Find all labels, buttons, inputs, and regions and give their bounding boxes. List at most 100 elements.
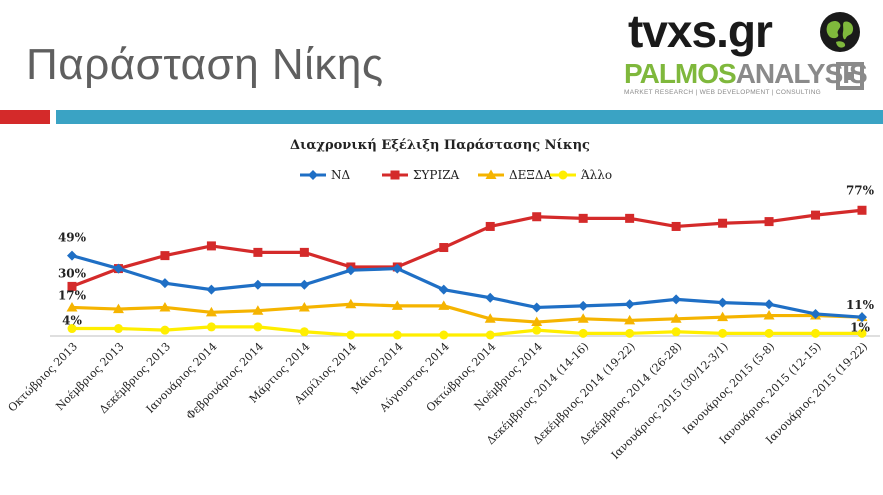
- legend-marker: [558, 170, 568, 180]
- data-label: 49%: [58, 231, 87, 245]
- title-accent-bar-blue: [56, 110, 883, 124]
- palmos-logo-icon: [836, 62, 864, 90]
- series-line: [71, 254, 863, 319]
- data-point: [438, 284, 449, 295]
- data-point: [857, 328, 867, 338]
- data-point: [578, 328, 588, 338]
- data-point: [298, 301, 310, 312]
- data-point: [345, 298, 357, 309]
- series-line: [71, 208, 863, 288]
- data-point: [625, 213, 635, 223]
- legend-item: ΣΥΡΙΖΑ: [382, 168, 460, 182]
- data-point: [160, 251, 170, 261]
- legend-marker: [485, 169, 497, 179]
- data-point: [810, 308, 821, 319]
- data-point: [531, 316, 543, 327]
- title-accent-bar-red: [0, 110, 50, 124]
- data-point: [253, 247, 263, 257]
- data-point: [112, 303, 124, 314]
- data-point: [485, 221, 495, 231]
- legend-marker: [390, 170, 400, 180]
- globe-icon: [820, 12, 860, 52]
- legend-label: Άλλο: [580, 168, 612, 182]
- data-point: [485, 292, 496, 303]
- data-point: [578, 300, 589, 311]
- data-point: [206, 322, 216, 332]
- data-point: [671, 221, 681, 231]
- series-line: [72, 325, 862, 337]
- data-point: [205, 306, 217, 317]
- data-point: [113, 324, 123, 334]
- palmos-analysis-logo: PALMOSANALYSIS: [624, 58, 868, 90]
- data-point: [206, 284, 217, 295]
- data-point: [532, 325, 542, 335]
- data-point: [718, 218, 728, 228]
- data-point: [299, 247, 309, 257]
- data-label: 11%: [846, 298, 875, 312]
- data-point: [66, 301, 78, 312]
- legend-item: ΝΔ: [300, 168, 351, 182]
- x-tick-label: Φεβρουάριος 2014: [184, 340, 266, 422]
- data-point: [764, 217, 774, 227]
- plot-area: 49% 30% 17% 4% 77% 11% 1%: [50, 183, 880, 340]
- data-point: [159, 278, 170, 289]
- data-point: [671, 327, 681, 337]
- line-chart: Διαχρονική Εξέλιξη Παράστασης Νίκης ΝΔ ΣΥ…: [6, 138, 880, 462]
- data-point: [624, 299, 635, 310]
- data-point: [811, 210, 821, 220]
- data-point: [299, 327, 309, 337]
- data-point: [391, 300, 403, 310]
- data-point: [299, 279, 310, 290]
- legend-label: ΔΕΞΔΑ: [509, 168, 553, 182]
- legend-item: ΔΕΞΔΑ: [478, 168, 553, 182]
- data-point: [857, 312, 867, 323]
- palmos-tagline: MARKET RESEARCH | WEB DEVELOPMENT | CONS…: [624, 89, 822, 96]
- data-point: [531, 302, 542, 313]
- data-point: [578, 213, 588, 223]
- data-point: [439, 243, 449, 253]
- data-point: [624, 314, 636, 325]
- series-line: [71, 302, 863, 324]
- data-point: [67, 281, 77, 291]
- data-point: [67, 250, 77, 261]
- data-point: [763, 310, 775, 320]
- data-point: [577, 313, 589, 323]
- legend-label: ΣΥΡΙΖΑ: [413, 168, 460, 182]
- palmos-logo-part-1: PALMOS: [624, 58, 737, 89]
- data-point: [764, 328, 774, 338]
- data-point: [113, 263, 124, 274]
- data-point: [717, 311, 729, 322]
- data-point: [857, 205, 867, 215]
- data-point: [671, 294, 682, 305]
- legend-label: ΝΔ: [331, 168, 351, 182]
- legend-item: Άλλο: [550, 168, 612, 182]
- data-label: 77%: [846, 183, 875, 197]
- data-point: [532, 212, 542, 222]
- data-point: [345, 265, 356, 276]
- chart-title: Διαχρονική Εξέλιξη Παράστασης Νίκης: [290, 138, 590, 153]
- data-point: [625, 328, 635, 338]
- data-point: [252, 305, 264, 315]
- tvxs-logo: tvxs.gr: [628, 5, 773, 57]
- x-tick-label: Ιανουάριος 2015 (5-8): [680, 340, 777, 437]
- data-point: [392, 263, 403, 274]
- data-point: [717, 297, 728, 308]
- data-point: [67, 324, 77, 334]
- page-title: Παράσταση Νίκης: [26, 40, 384, 89]
- data-label: 4%: [62, 314, 82, 328]
- data-point: [392, 330, 402, 340]
- data-label: 1%: [850, 320, 870, 334]
- data-point: [764, 299, 775, 310]
- data-point: [811, 328, 821, 338]
- data-label: 17%: [58, 288, 87, 302]
- data-point: [253, 322, 263, 332]
- data-point: [206, 241, 216, 251]
- data-point: [485, 330, 495, 340]
- data-point: [438, 300, 450, 310]
- data-point: [439, 330, 449, 340]
- data-point: [670, 313, 682, 323]
- data-point: [346, 330, 356, 340]
- legend-marker: [308, 170, 318, 180]
- data-point: [160, 325, 170, 335]
